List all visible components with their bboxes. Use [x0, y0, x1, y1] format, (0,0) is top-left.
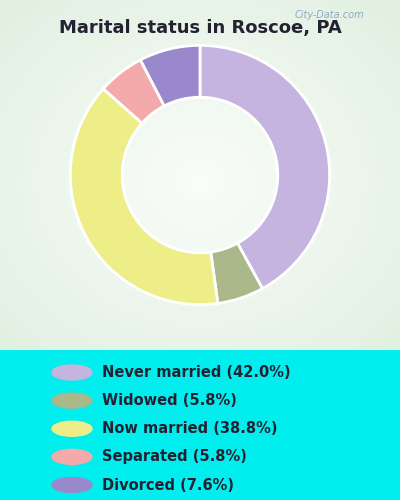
Wedge shape [200, 46, 330, 288]
Circle shape [52, 365, 92, 380]
Circle shape [52, 421, 92, 436]
Wedge shape [103, 60, 164, 123]
Circle shape [52, 450, 92, 464]
Text: Divorced (7.6%): Divorced (7.6%) [102, 478, 234, 492]
Wedge shape [211, 243, 262, 304]
Text: City-Data.com: City-Data.com [295, 10, 364, 20]
Circle shape [52, 478, 92, 492]
Wedge shape [140, 46, 200, 106]
Text: Now married (38.8%): Now married (38.8%) [102, 421, 278, 436]
Text: Widowed (5.8%): Widowed (5.8%) [102, 393, 237, 408]
Text: Never married (42.0%): Never married (42.0%) [102, 365, 291, 380]
Circle shape [52, 393, 92, 408]
Text: Marital status in Roscoe, PA: Marital status in Roscoe, PA [59, 18, 341, 36]
Text: Separated (5.8%): Separated (5.8%) [102, 450, 247, 464]
Wedge shape [70, 88, 218, 304]
